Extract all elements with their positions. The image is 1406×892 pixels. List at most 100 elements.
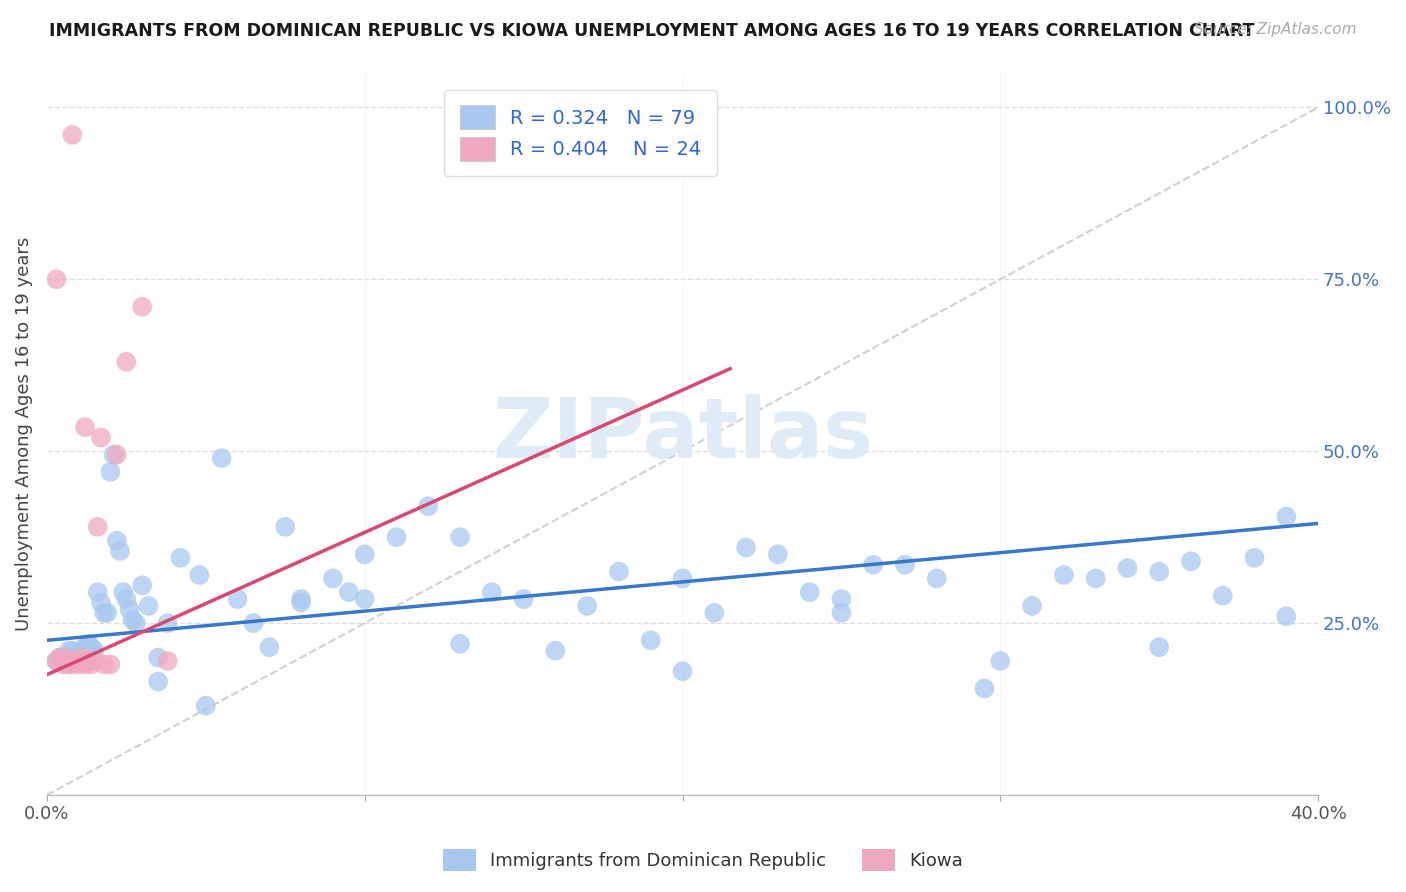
Point <box>544 643 567 657</box>
Point <box>449 530 471 544</box>
Point <box>90 430 112 444</box>
Point <box>100 657 122 672</box>
Point <box>93 657 115 672</box>
Point <box>65 654 87 668</box>
Point <box>1275 509 1298 524</box>
Point <box>48 650 70 665</box>
Point <box>70 647 93 661</box>
Point <box>169 550 191 565</box>
Legend: R = 0.324   N = 79, R = 0.404    N = 24: R = 0.324 N = 79, R = 0.404 N = 24 <box>444 90 717 177</box>
Point <box>73 657 96 672</box>
Point <box>45 654 67 668</box>
Point <box>67 657 90 672</box>
Point <box>58 643 80 657</box>
Point <box>1147 640 1170 655</box>
Point <box>418 500 440 514</box>
Point <box>60 128 83 142</box>
Point <box>58 657 80 672</box>
Point <box>242 616 264 631</box>
Point <box>77 637 100 651</box>
Point <box>290 592 312 607</box>
Point <box>1116 561 1139 575</box>
Point <box>353 547 375 561</box>
Point <box>83 654 105 668</box>
Point <box>87 520 110 534</box>
Point <box>67 654 90 668</box>
Point <box>481 585 503 599</box>
Point <box>55 650 77 665</box>
Point <box>115 355 138 369</box>
Point <box>188 568 211 582</box>
Point <box>105 448 128 462</box>
Point <box>1212 589 1234 603</box>
Point <box>156 654 179 668</box>
Point <box>125 616 148 631</box>
Point <box>211 451 233 466</box>
Point <box>83 643 105 657</box>
Point <box>146 674 169 689</box>
Point <box>80 657 103 672</box>
Point <box>973 681 995 696</box>
Point <box>90 595 112 609</box>
Point <box>48 650 70 665</box>
Point <box>1275 609 1298 624</box>
Point <box>80 640 103 655</box>
Point <box>274 520 297 534</box>
Point <box>73 640 96 655</box>
Point <box>607 565 630 579</box>
Point <box>146 650 169 665</box>
Point <box>894 558 917 572</box>
Point <box>226 592 249 607</box>
Point <box>353 592 375 607</box>
Point <box>156 616 179 631</box>
Point <box>337 585 360 599</box>
Point <box>1147 565 1170 579</box>
Point <box>925 571 948 585</box>
Point <box>1243 550 1265 565</box>
Point <box>1084 571 1107 585</box>
Legend: Immigrants from Dominican Republic, Kiowa: Immigrants from Dominican Republic, Kiow… <box>436 842 970 879</box>
Point <box>259 640 281 655</box>
Point <box>60 657 83 672</box>
Point <box>96 606 118 620</box>
Point <box>799 585 821 599</box>
Point <box>118 602 141 616</box>
Point <box>70 650 93 665</box>
Point <box>138 599 160 613</box>
Point <box>105 533 128 548</box>
Point <box>862 558 884 572</box>
Point <box>735 541 758 555</box>
Point <box>103 448 125 462</box>
Point <box>131 300 153 314</box>
Point <box>121 613 143 627</box>
Point <box>703 606 725 620</box>
Point <box>112 585 135 599</box>
Point <box>1180 554 1202 568</box>
Point <box>322 571 344 585</box>
Point <box>671 665 693 679</box>
Point <box>73 420 96 434</box>
Point <box>108 544 131 558</box>
Point <box>640 633 662 648</box>
Point <box>385 530 408 544</box>
Point <box>60 643 83 657</box>
Point <box>87 585 110 599</box>
Point <box>45 272 67 286</box>
Point <box>830 592 852 607</box>
Text: Source: ZipAtlas.com: Source: ZipAtlas.com <box>1194 22 1357 37</box>
Text: IMMIGRANTS FROM DOMINICAN REPUBLIC VS KIOWA UNEMPLOYMENT AMONG AGES 16 TO 19 YEA: IMMIGRANTS FROM DOMINICAN REPUBLIC VS KI… <box>49 22 1254 40</box>
Point <box>65 650 87 665</box>
Point <box>988 654 1011 668</box>
Point <box>93 606 115 620</box>
Point <box>52 657 75 672</box>
Point <box>290 595 312 609</box>
Point <box>45 654 67 668</box>
Point <box>830 606 852 620</box>
Point <box>576 599 599 613</box>
Point <box>131 578 153 592</box>
Point <box>100 465 122 479</box>
Point <box>512 592 534 607</box>
Point <box>671 571 693 585</box>
Point <box>1053 568 1076 582</box>
Point <box>55 650 77 665</box>
